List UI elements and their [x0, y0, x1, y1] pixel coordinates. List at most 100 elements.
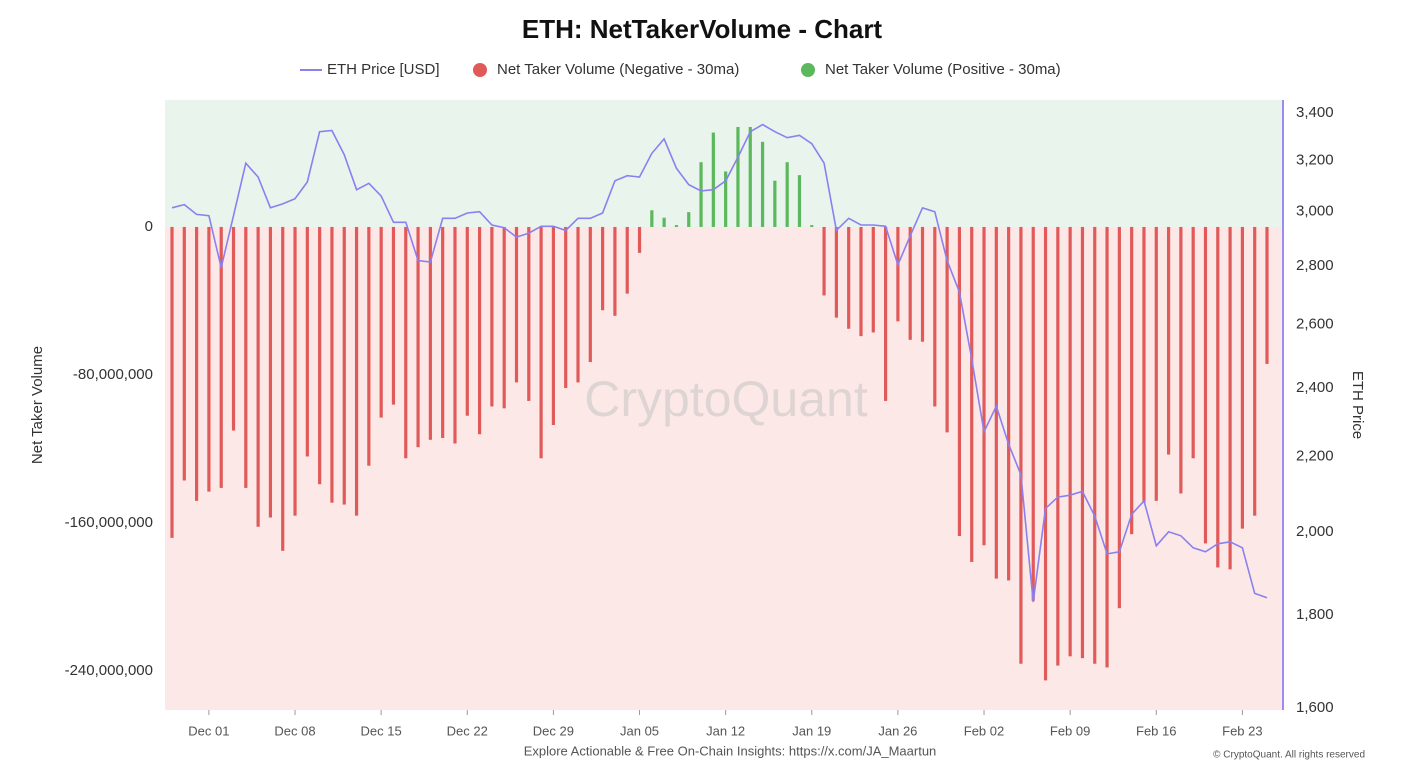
bar [797, 175, 802, 227]
bar [1043, 226, 1048, 681]
x-tick-label: Jan 05 [620, 723, 659, 738]
bar [1117, 226, 1121, 609]
bar [760, 141, 765, 227]
bar [847, 226, 851, 329]
y-axis-title: Net Taker Volume [29, 346, 46, 464]
bar [244, 226, 248, 488]
bar [908, 226, 912, 340]
legend-label: Net Taker Volume (Positive - 30ma) [825, 61, 1061, 78]
bar [416, 226, 420, 448]
bar [994, 226, 998, 579]
bar [1130, 226, 1134, 535]
y2-tick-label: 2,400 [1296, 379, 1334, 396]
bar [527, 226, 531, 401]
price-line [171, 123, 1268, 603]
bar [305, 226, 309, 457]
bar [1056, 226, 1060, 666]
bar [367, 226, 371, 466]
bar [1093, 226, 1097, 664]
y2-tick-label: 2,800 [1296, 257, 1334, 274]
bar [834, 226, 838, 318]
bar [1080, 226, 1085, 659]
bar [1019, 226, 1023, 664]
bar [551, 226, 556, 425]
negative-zone [165, 226, 1283, 710]
bar [281, 226, 285, 551]
bar [920, 226, 925, 342]
bar [318, 226, 322, 485]
x-tick-label: Feb 09 [1050, 723, 1090, 738]
y2-tick-label: 2,200 [1296, 448, 1334, 465]
x-tick-label: Feb 02 [964, 723, 1004, 738]
bar [650, 210, 654, 227]
y-tick-label: -160,000,000 [65, 514, 153, 531]
y-tick-label: -80,000,000 [73, 366, 153, 383]
bar [576, 226, 580, 383]
bar [982, 226, 986, 546]
y2-tick-label: 3,000 [1296, 203, 1334, 220]
y2-tick-label: 3,200 [1296, 152, 1334, 169]
bar [896, 226, 900, 322]
bar [748, 127, 752, 227]
bar [637, 226, 642, 253]
bar [477, 226, 482, 435]
bar [1007, 226, 1011, 581]
bar [773, 180, 777, 227]
x-tick-label: Dec 22 [447, 723, 488, 738]
bar [822, 226, 826, 296]
bar [945, 226, 949, 433]
bar [810, 225, 814, 227]
bar [1068, 226, 1072, 657]
bar [342, 226, 346, 505]
chart-title: ETH: NetTakerVolume - Chart [522, 14, 883, 44]
bar [404, 226, 408, 459]
bar [687, 212, 691, 227]
bar [1240, 226, 1244, 529]
bar [231, 226, 236, 431]
bar [699, 162, 703, 227]
x-tick-label: Dec 08 [274, 723, 315, 738]
x-tick-label: Feb 16 [1136, 723, 1176, 738]
x-tick-label: Jan 12 [706, 723, 745, 738]
bar [859, 226, 863, 337]
legend-label: Net Taker Volume (Negative - 30ma) [497, 61, 739, 78]
footer: Explore Actionable & Free On-Chain Insig… [524, 743, 937, 758]
y2-axis-title: ETH Price [1349, 371, 1366, 439]
x-tick-label: Feb 23 [1222, 723, 1262, 738]
bar [1191, 226, 1195, 459]
bar [441, 226, 445, 438]
bar [391, 226, 396, 405]
y2-tick-label: 1,600 [1296, 699, 1334, 716]
bar [785, 162, 789, 227]
bar [428, 226, 432, 440]
bar [195, 226, 199, 501]
bar [724, 171, 728, 227]
bar [256, 226, 260, 527]
bar [268, 226, 273, 518]
bar [1203, 226, 1208, 544]
bar [465, 226, 469, 416]
x-tick-label: Dec 15 [361, 723, 402, 738]
bar [613, 226, 617, 316]
bar [354, 226, 359, 516]
bar [564, 226, 568, 388]
bar [379, 226, 383, 418]
y2-tick-label: 2,600 [1296, 316, 1334, 333]
bar [490, 226, 494, 407]
bar [957, 226, 962, 537]
bar [453, 226, 457, 444]
bar [293, 226, 297, 516]
copyright: © CryptoQuant. All rights reserved [1213, 750, 1365, 761]
bar [1031, 226, 1035, 601]
watermark: CryptoQuant [584, 371, 868, 427]
bar [514, 226, 519, 383]
bar [1265, 226, 1269, 364]
x-tick-label: Dec 01 [188, 723, 229, 738]
y2-tick-label: 1,800 [1296, 606, 1334, 623]
bar [1154, 226, 1158, 501]
legend-symbol [801, 63, 815, 77]
bar [711, 132, 715, 227]
y2-tick-label: 3,400 [1296, 104, 1334, 121]
y-tick-label: -240,000,000 [65, 662, 153, 679]
